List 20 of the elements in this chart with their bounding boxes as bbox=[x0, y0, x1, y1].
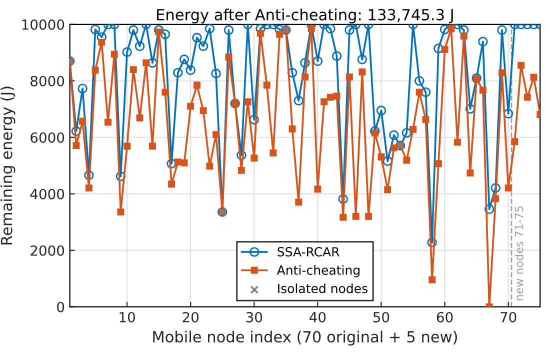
y-tick-label: 6000 bbox=[30, 132, 64, 143]
y-tick-label: 10000 bbox=[22, 19, 64, 30]
legend-label: Isolated nodes bbox=[278, 284, 368, 294]
y-tick-label: 8000 bbox=[30, 76, 64, 86]
ref-line-label: new nodes 71-75 bbox=[514, 206, 524, 300]
x-tick-label: 40 bbox=[310, 312, 326, 322]
y-axis-title: Remaining energy (J) bbox=[0, 86, 16, 244]
x-tick-label: 20 bbox=[182, 312, 199, 322]
x-axis-title: Mobile node index (70 original + 5 new) bbox=[153, 330, 457, 346]
chart-title: Energy after Anti-cheating: 133,745.3 J bbox=[157, 8, 453, 24]
legend-label: SSA-RCAR bbox=[278, 247, 340, 256]
x-tick-label: 60 bbox=[436, 312, 453, 322]
x-tick-label: 10 bbox=[120, 312, 135, 322]
x-tick-label: 30 bbox=[246, 312, 262, 322]
x-tick-label: 50 bbox=[373, 312, 390, 322]
y-tick-label: 4000 bbox=[30, 188, 64, 200]
y-tick-label: 0 bbox=[57, 302, 64, 312]
x-tick-label: 70 bbox=[500, 312, 516, 322]
legend-label: Anti-cheating bbox=[276, 265, 360, 278]
y-tick-label: 2000 bbox=[30, 245, 64, 256]
